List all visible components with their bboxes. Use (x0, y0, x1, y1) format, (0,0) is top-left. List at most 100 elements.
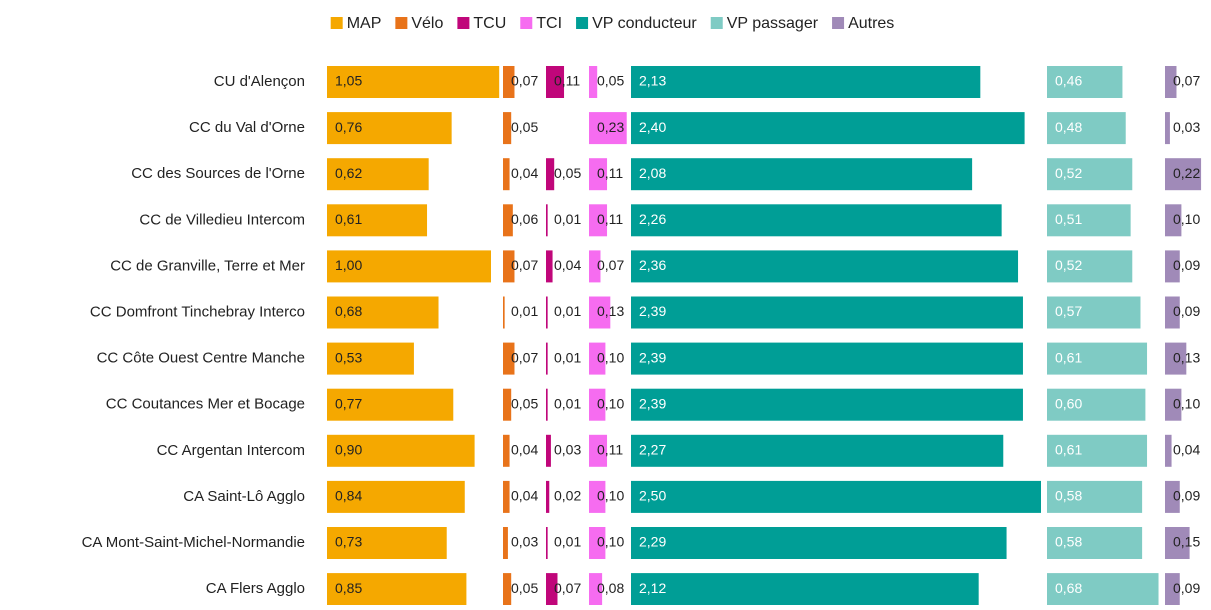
bar (631, 388, 1023, 421)
bar (546, 342, 548, 375)
value-label: 0,03 (554, 442, 581, 458)
value-label: 0,11 (597, 211, 623, 227)
bar (1047, 388, 1146, 421)
bar (503, 158, 510, 191)
bar (1165, 66, 1177, 98)
value-label: 2,50 (639, 488, 666, 504)
bar (327, 204, 428, 237)
bar (503, 250, 515, 283)
category-label: CC de Villedieu Intercom (139, 211, 305, 228)
value-label: 0,09 (1173, 488, 1200, 504)
value-label: 0,07 (597, 257, 624, 273)
value-label: 0,60 (1055, 395, 1082, 411)
bar (589, 434, 608, 467)
bar (589, 158, 608, 191)
legend-label: TCI (536, 15, 562, 32)
value-label: 0,04 (1173, 442, 1200, 458)
value-label: 2,13 (639, 73, 666, 89)
value-label: 2,39 (639, 303, 666, 319)
value-label: 0,01 (554, 211, 581, 227)
value-label: 0,08 (597, 580, 624, 596)
bar (546, 388, 548, 421)
legend-label: VP conducteur (592, 15, 697, 32)
bar (327, 296, 439, 329)
bar (1165, 527, 1190, 559)
value-label: 0,52 (1055, 165, 1082, 181)
value-label: 0,01 (554, 395, 581, 411)
bar (546, 573, 558, 606)
legend-label: VP passager (727, 15, 819, 32)
bar (503, 204, 513, 237)
value-label: 2,39 (639, 395, 666, 411)
bar (631, 573, 979, 606)
value-label: 0,01 (511, 303, 538, 319)
bar (503, 296, 505, 329)
bar (327, 527, 447, 559)
bar (1165, 573, 1180, 606)
value-label: 2,12 (639, 580, 666, 596)
bar (1165, 296, 1180, 329)
legend-swatch (710, 17, 723, 29)
bar (631, 158, 973, 191)
value-label: 0,01 (554, 349, 581, 365)
bar (546, 250, 553, 283)
bar (589, 250, 601, 283)
value-label: 0,04 (554, 257, 581, 273)
bar (546, 66, 565, 98)
legend-label: Autres (848, 15, 894, 32)
value-label: 0,58 (1055, 534, 1082, 550)
value-label: 0,03 (511, 534, 538, 550)
value-label: 0,09 (1173, 580, 1200, 596)
bar (1165, 480, 1180, 513)
bar (327, 434, 475, 467)
value-label: 0,51 (1055, 211, 1082, 227)
bar (1165, 204, 1182, 237)
category-label: CC Coutances Mer et Bocage (106, 396, 305, 413)
bar (631, 296, 1023, 329)
bar (1047, 573, 1159, 606)
value-label: 0,73 (335, 534, 362, 550)
bar (327, 342, 414, 375)
legend-swatch (330, 17, 343, 29)
value-label: 0,61 (335, 211, 362, 227)
value-label: 0,15 (1173, 534, 1200, 550)
bar (1047, 158, 1133, 191)
bar (589, 66, 598, 98)
legend-swatch (576, 17, 589, 29)
value-label: 0,10 (1173, 211, 1200, 227)
value-label: 0,02 (554, 488, 581, 504)
value-label: 0,10 (597, 534, 624, 550)
bar (327, 480, 465, 513)
bar (589, 388, 606, 421)
bar (1047, 250, 1133, 283)
legend-swatch (395, 17, 408, 29)
value-label: 0,84 (335, 488, 362, 504)
bar (546, 434, 551, 467)
category-label: CC Argentan Intercom (157, 442, 305, 459)
bar (589, 296, 611, 329)
category-label: CC de Granville, Terre et Mer (110, 257, 305, 274)
value-label: 0,23 (597, 119, 624, 135)
value-label: 1,05 (335, 73, 362, 89)
value-label: 0,05 (511, 580, 538, 596)
bar (1047, 296, 1141, 329)
bar (1165, 434, 1172, 467)
value-label: 2,40 (639, 119, 666, 135)
bar (1165, 112, 1170, 145)
value-label: 2,36 (639, 257, 666, 273)
legend-swatch (832, 17, 845, 29)
bar (1047, 434, 1148, 467)
bar (503, 480, 510, 513)
value-label: 0,06 (511, 211, 538, 227)
value-label: 0,62 (335, 165, 362, 181)
value-label: 0,48 (1055, 119, 1082, 135)
value-label: 0,01 (554, 534, 581, 550)
bar (503, 527, 508, 559)
bar (503, 434, 510, 467)
value-label: 0,68 (335, 303, 362, 319)
value-label: 0,57 (1055, 303, 1082, 319)
value-label: 0,76 (335, 119, 362, 135)
value-label: 2,08 (639, 165, 666, 181)
bar (503, 573, 512, 606)
value-label: 0,05 (511, 395, 538, 411)
